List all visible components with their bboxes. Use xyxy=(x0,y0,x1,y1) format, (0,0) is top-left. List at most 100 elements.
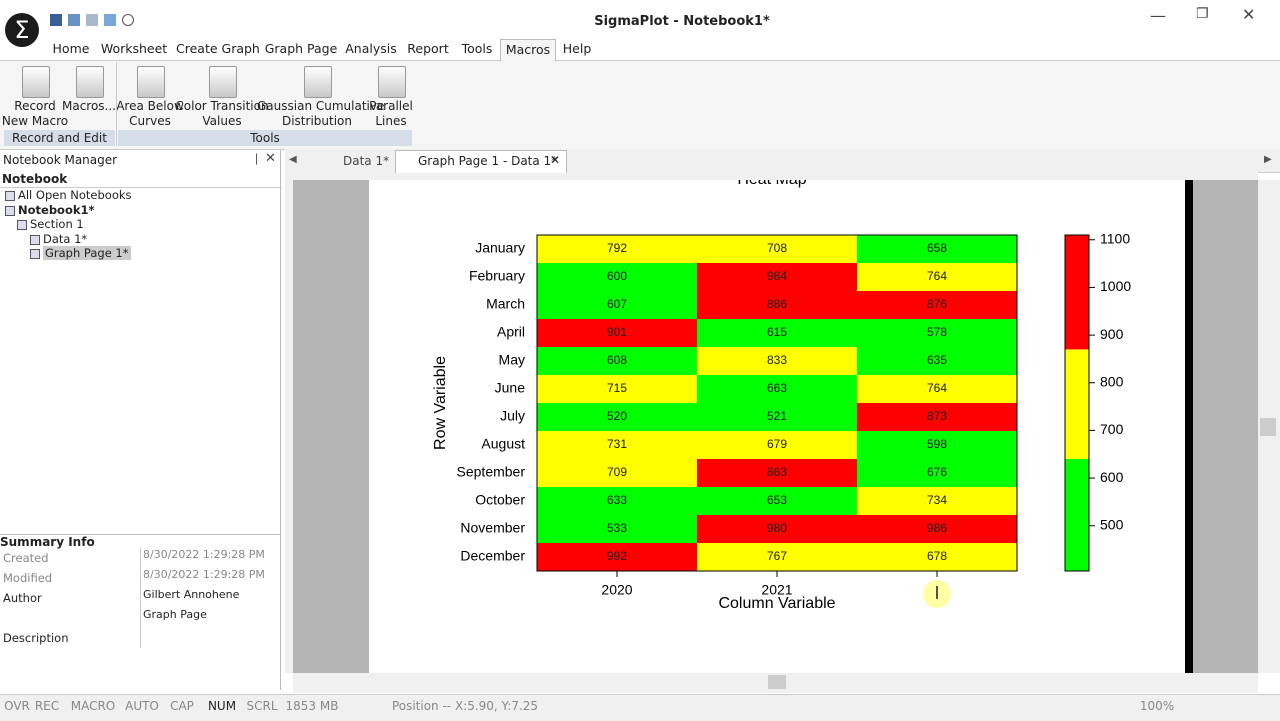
ribbon-button-icon[interactable] xyxy=(76,66,104,98)
cell-label: 734 xyxy=(927,493,947,507)
tree-item[interactable]: Data 1* xyxy=(43,232,88,246)
ribbon-button-label[interactable]: New Macro xyxy=(1,114,69,128)
tab-close[interactable]: ✕ xyxy=(550,153,561,167)
heatmap-cell xyxy=(537,347,697,375)
heatmap-cell xyxy=(537,515,697,543)
cursor: I xyxy=(934,583,939,603)
quick-access-toolbar[interactable] xyxy=(50,14,190,30)
heatmap-cell xyxy=(857,319,1017,347)
page-edge xyxy=(1185,180,1193,673)
tree-item[interactable]: All Open Notebooks xyxy=(18,188,132,202)
ribbon-button-label[interactable]: Curves xyxy=(129,114,171,128)
menu-tab[interactable]: Report xyxy=(407,41,449,56)
row-label: January xyxy=(475,240,525,256)
ribbon-button-label[interactable]: Record xyxy=(14,99,56,113)
status-item: AUTO xyxy=(125,699,159,713)
menu-tab[interactable]: Macros xyxy=(500,39,556,61)
ribbon-button-icon[interactable] xyxy=(304,66,332,98)
cell-label: 731 xyxy=(607,437,627,451)
ribbon-button-label[interactable]: Macros... xyxy=(61,99,116,113)
heatmap-cell xyxy=(857,347,1017,375)
row-label: October xyxy=(475,492,525,508)
tab[interactable]: Graph Page 1 - Data 1* xyxy=(395,150,567,173)
heatmap-cell xyxy=(697,403,857,431)
restore-button[interactable]: ❐ xyxy=(1196,6,1209,22)
row-label: December xyxy=(460,548,525,564)
colorbar-tick-label: 1100 xyxy=(1100,230,1130,246)
row-label: February xyxy=(469,268,525,284)
cell-label: 678 xyxy=(927,549,947,563)
y-axis-label: Row Variable xyxy=(432,356,449,450)
cell-label: 578 xyxy=(927,325,947,339)
heatmap-cell xyxy=(697,543,857,571)
tree-icon xyxy=(30,249,40,259)
panel-pin[interactable]: ❘ xyxy=(252,152,262,165)
ribbon-button-label[interactable]: Color Transition xyxy=(175,99,269,113)
colorbar-tick-label: 600 xyxy=(1100,469,1124,485)
cell-label: 863 xyxy=(767,465,787,479)
cell-label: 986 xyxy=(927,521,947,535)
ribbon-button-icon[interactable] xyxy=(209,66,237,98)
menu-tab[interactable]: Create Graph xyxy=(176,41,260,56)
scroll-thumb[interactable] xyxy=(1260,418,1276,436)
ribbon-button-icon[interactable] xyxy=(137,66,165,98)
heatmap-cell xyxy=(697,431,857,459)
ribbon-button-label[interactable]: Lines xyxy=(375,114,407,128)
ribbon-button-label[interactable]: Parallel xyxy=(369,99,413,113)
tab-scroll-right[interactable]: ▶ xyxy=(1264,154,1272,165)
menu-tab[interactable]: Worksheet xyxy=(100,41,168,56)
app-icon[interactable]: Σ xyxy=(5,13,39,47)
tree-item[interactable]: Notebook1* xyxy=(18,203,95,217)
tree-item[interactable]: Section 1 xyxy=(30,217,84,231)
heatmap-cell xyxy=(857,543,1017,571)
ribbon-button-icon[interactable] xyxy=(378,66,406,98)
cell-label: 520 xyxy=(607,409,627,423)
tab-scroll-left[interactable]: ◀ xyxy=(289,154,297,165)
heatmap-cell xyxy=(537,487,697,515)
heatmap-cell xyxy=(857,375,1017,403)
scroll-thumb[interactable] xyxy=(768,675,786,689)
ribbon-button-label[interactable]: Gaussian Cumulative xyxy=(257,99,385,113)
tree-icon xyxy=(17,220,27,230)
panel-close[interactable]: ✕ xyxy=(265,151,276,166)
heatmap-cell xyxy=(697,235,857,263)
status-item: Position -- X:5.90, Y:7.25 xyxy=(391,699,539,713)
ribbon-button-icon[interactable] xyxy=(22,66,50,98)
cell-label: 715 xyxy=(607,381,627,395)
ribbon-separator xyxy=(116,62,117,146)
minimize-button[interactable]: — xyxy=(1150,6,1166,25)
summary-grid xyxy=(140,548,141,648)
tree-item[interactable]: Graph Page 1* xyxy=(43,246,131,260)
column-label: 2020 xyxy=(601,582,632,598)
menu-tab[interactable]: Analysis xyxy=(345,41,397,56)
heatmap-cell xyxy=(697,375,857,403)
ribbon-button-label[interactable]: Values xyxy=(202,114,242,128)
cell-label: 598 xyxy=(927,437,947,451)
status-item: 100% xyxy=(1139,699,1175,713)
summary-value: Gilbert Annohene xyxy=(143,588,240,601)
cell-label: 615 xyxy=(767,325,787,339)
heatmap-cell xyxy=(537,319,697,347)
ribbon-button-label[interactable]: Area Below xyxy=(116,99,184,113)
row-label: August xyxy=(481,436,525,452)
tree-icon xyxy=(5,206,15,216)
tab[interactable]: Data 1* xyxy=(343,154,390,168)
cell-label: 873 xyxy=(927,409,947,423)
menu-tab[interactable]: Home xyxy=(52,41,90,56)
cell-label: 663 xyxy=(767,381,787,395)
colorbar-tick-label: 500 xyxy=(1100,516,1124,532)
status-item: CAP xyxy=(170,699,194,713)
menu-tab[interactable]: Help xyxy=(562,41,592,56)
menu-tab[interactable]: Tools xyxy=(461,41,493,56)
cell-label: 764 xyxy=(927,269,947,283)
heatmap-cell xyxy=(697,319,857,347)
ribbon-group-label: Tools xyxy=(118,130,412,146)
cell-label: 676 xyxy=(927,465,947,479)
title-bar xyxy=(0,0,1280,40)
plot-frame xyxy=(536,234,1018,572)
cell-label: 608 xyxy=(607,353,627,367)
summary-name: Created xyxy=(3,551,49,565)
menu-tab[interactable]: Graph Page xyxy=(264,41,338,56)
ribbon-button-label[interactable]: Distribution xyxy=(281,114,352,128)
close-button[interactable]: ✕ xyxy=(1242,5,1256,24)
